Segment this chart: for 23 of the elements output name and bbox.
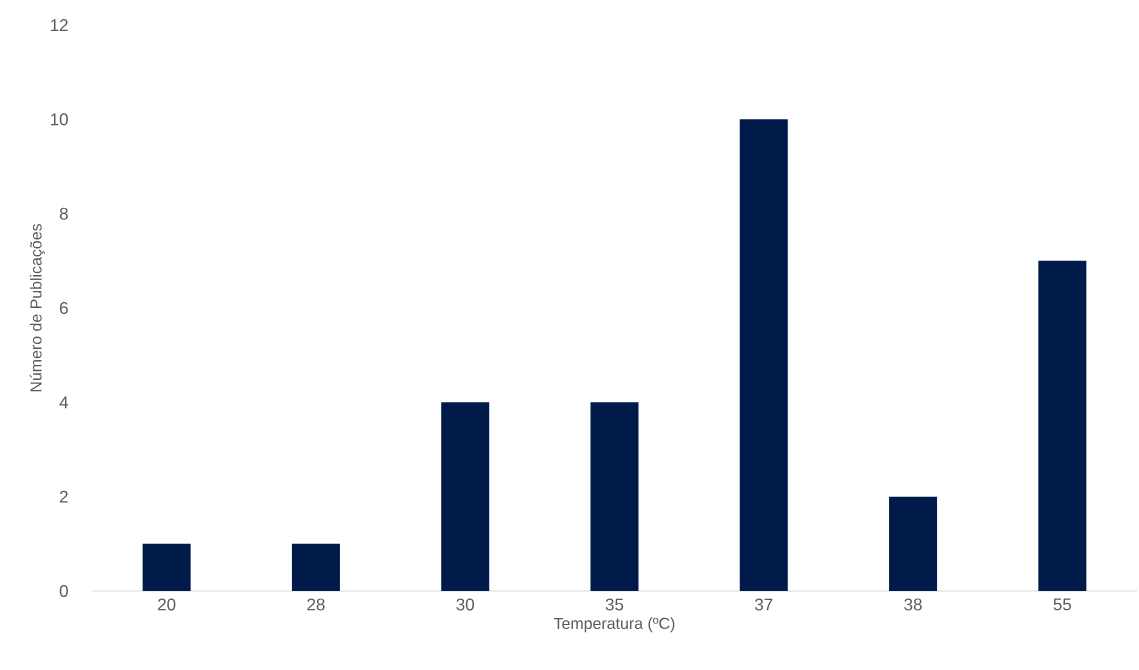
bar [1038,260,1087,591]
x-tick-label: 55 [1053,598,1072,611]
x-tick-label: 38 [904,598,922,611]
x-tick-label: 35 [605,598,624,611]
y-tick-label: 4 [59,396,69,409]
x-tick-label: 37 [755,598,773,611]
y-tick-label: 2 [59,490,68,503]
x-tick-label: 30 [456,598,474,611]
y-tick-label: 8 [59,207,68,220]
y-tick-label: 6 [59,302,68,314]
bar [142,543,191,591]
bar [291,543,340,591]
bar [739,119,788,591]
bar [441,402,490,591]
y-tick-label: 0 [59,585,68,597]
x-axis-title: Temperatura (ºC) [553,617,675,633]
y-tick-label: 12 [51,19,68,31]
x-tick-label: 28 [307,598,325,611]
bar [590,402,639,591]
x-tick-label: 20 [158,598,176,611]
y-axis-title: Número de Publicações [29,224,45,392]
bar [889,496,938,591]
y-tick-label: 10 [51,113,68,126]
